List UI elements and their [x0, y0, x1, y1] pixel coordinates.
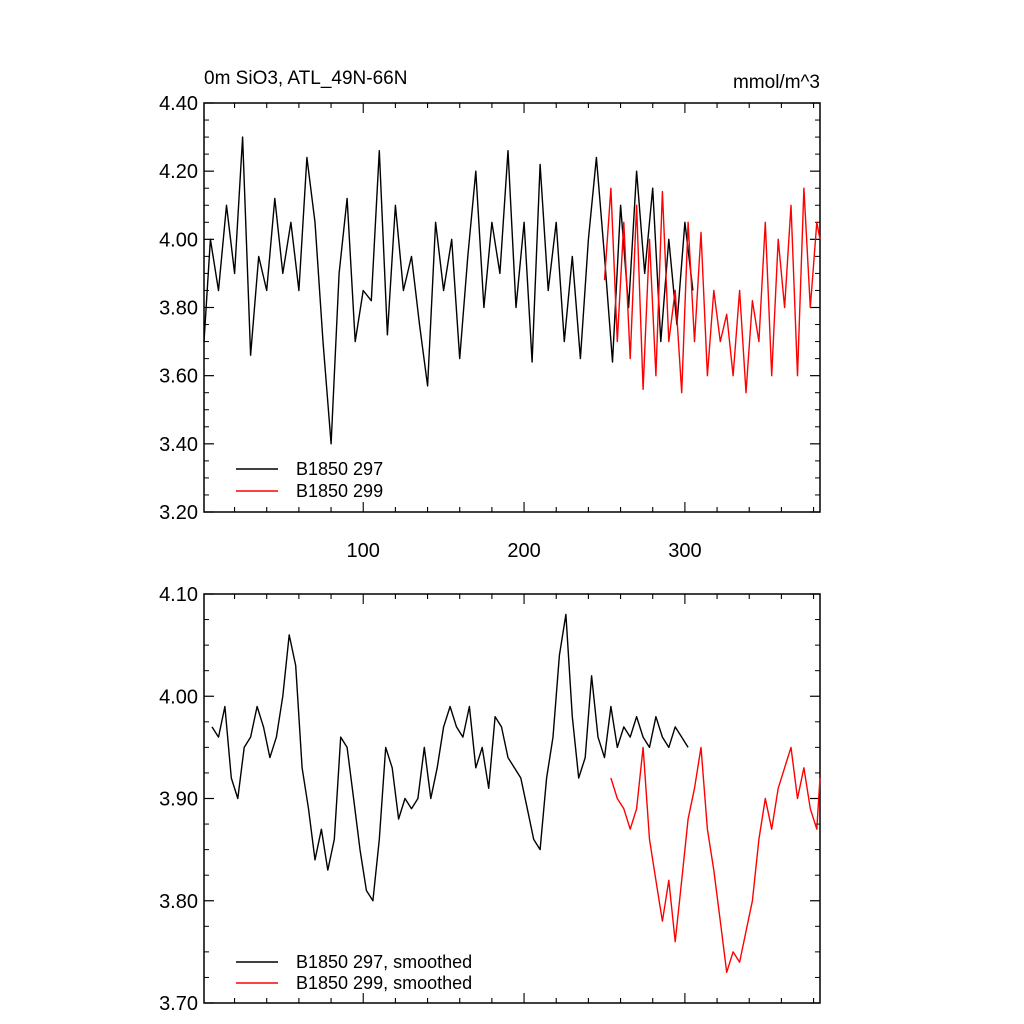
y-tick-label: 3.70: [159, 993, 198, 1015]
legend-label-299: B1850 299: [296, 481, 383, 501]
bottom-legend: B1850 297, smoothed B1850 299, smoothed: [236, 952, 472, 993]
top-plot-frame: [203, 102, 821, 513]
units-label: mmol/m^3: [733, 72, 820, 93]
y-tick-label: 3.40: [159, 434, 198, 456]
x-tick-label: 200: [507, 540, 540, 562]
series-line-0-0: [203, 136, 694, 445]
y-tick-label: 3.20: [159, 502, 198, 524]
top-panel: 0m SiO3, ATL_49N-66N mmol/m^3 3.203.403.…: [159, 68, 821, 562]
y-tick-label: 3.60: [159, 366, 198, 388]
y-tick-label: 3.90: [159, 789, 198, 811]
bottom-series-group: [211, 613, 821, 973]
bottom-axis-ticks: 3.70 3.80 3.90 4.00 4.10: [159, 584, 820, 1015]
top-axis-ticks: 3.20 3.40 3.60 3.80 4.00 4.20 4.40 100 200 300: [159, 93, 820, 562]
y-tick-label: 4.40: [159, 93, 198, 115]
y-tick-label: 4.10: [159, 584, 198, 606]
x-tick-label: 300: [668, 540, 701, 562]
legend-label-299-smoothed: B1850 299, smoothed: [296, 973, 472, 993]
top-series-group: [203, 136, 821, 445]
y-tick-label: 4.00: [159, 229, 198, 251]
y-tick-label: 3.80: [159, 891, 198, 913]
bottom-panel: 3.70 3.80 3.90 4.00 4.10 B1850 297, smoothed…: [159, 584, 821, 1015]
x-tick-label: 100: [347, 540, 380, 562]
legend-label-297: B1850 297: [296, 459, 383, 479]
y-tick-label: 4.00: [159, 686, 198, 708]
chart-title: 0m SiO3, ATL_49N-66N: [204, 68, 407, 89]
y-tick-label: 4.20: [159, 161, 198, 183]
y-tick-label: 3.80: [159, 298, 198, 320]
series-line-0-1: [603, 187, 821, 394]
top-legend: B1850 297 B1850 299: [236, 459, 383, 501]
series-line-1-1: [610, 746, 821, 973]
legend-label-297-smoothed: B1850 297, smoothed: [296, 952, 472, 972]
bottom-plot-frame: [203, 593, 821, 1004]
series-line-1-0: [211, 613, 689, 902]
